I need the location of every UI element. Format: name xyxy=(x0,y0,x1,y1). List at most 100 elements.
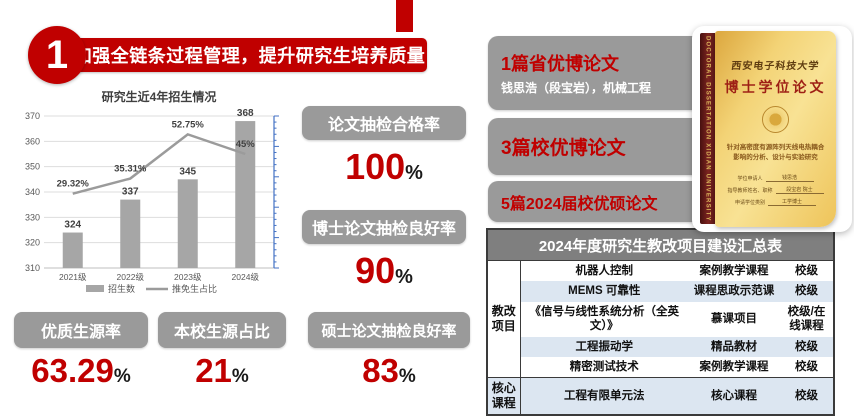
thesis-subject: 针对高密度有源阵列天线电热耦合影响的分析、设计与实验研究 xyxy=(726,144,825,162)
award-school-phd-thesis: 3篇校优博论文 xyxy=(488,118,713,175)
line-label: 45% xyxy=(236,139,256,150)
x-axis-tick-label: 2023级 xyxy=(174,272,202,282)
slide-title: 加强全链条过程管理，提升研究生培养质量 xyxy=(73,46,426,66)
thesis-pass-rate-label: 论文抽检合格率 xyxy=(302,106,466,140)
table-cell: 案例教学课程 xyxy=(699,265,769,277)
phd-good-rate-number: 90 xyxy=(355,250,396,291)
bar-label: 337 xyxy=(122,187,139,198)
bar-2024级 xyxy=(235,121,256,268)
phd-good-rate-unit: % xyxy=(395,266,413,288)
table-cell: 校级 xyxy=(780,281,833,302)
quality-source-number: 63.29 xyxy=(31,352,114,389)
enrollment-chart-svg: 研究生近4年招生情况 310 320 330 340 350 360 370 324 2021级 3… xyxy=(25,89,279,294)
bar-label: 368 xyxy=(237,108,254,119)
reform-projects-table-title: 2024年度研究生教改项目建设汇总表 xyxy=(488,230,833,261)
x-axis-tick-label: 2022级 xyxy=(117,272,145,282)
y-axis-tick-label: 340 xyxy=(25,187,40,197)
thesis-pass-rate-unit: % xyxy=(405,162,423,184)
reform-projects-table-body: 教改项目 机器人控制 案例教学课程 校级 MEMS 可靠性 课程思政示范课 校级 《信号与线性… xyxy=(488,261,833,415)
y-axis-tick-label: 350 xyxy=(25,162,40,172)
phd-good-rate-value: 90 % xyxy=(302,250,466,292)
award-title: 3篇校优博论文 xyxy=(501,138,626,159)
table-cell: 核心课程 xyxy=(688,377,780,415)
section-number: 1 xyxy=(45,32,69,77)
table-cell: 精密测试技术 xyxy=(569,360,639,373)
table-cell: 案例教学课程 xyxy=(699,360,769,373)
thesis-field-value: 工学博士 xyxy=(768,198,816,206)
thesis-pass-rate-value: 100 % xyxy=(302,146,466,188)
table-cell: 《信号与线性系统分析（全英文）》 xyxy=(529,305,680,333)
table-cell: 校级 xyxy=(780,377,833,415)
master-good-rate-label: 硕士论文抽检良好率 xyxy=(308,312,470,348)
thesis-field-row: 指导教师姓名、职称 段宝岩 院士 xyxy=(715,186,836,194)
table-cell: 机器人控制 xyxy=(575,265,634,277)
award-subtitle: 钱思浩（段宝岩），机械工程 xyxy=(501,81,652,95)
thesis-university-name: 西安电子科技大学 xyxy=(730,61,820,72)
table-group-label: 核心课程 xyxy=(488,377,521,415)
thesis-field-label: 申请学位类别 xyxy=(734,199,765,206)
award-provincial-phd-thesis: 1篇省优博论文 钱思浩（段宝岩），机械工程 xyxy=(488,36,713,110)
y-axis-tick-label: 370 xyxy=(25,111,40,121)
y-axis-tick-label: 330 xyxy=(25,212,40,222)
local-source-label: 本校生源占比 xyxy=(158,312,286,348)
award-title: 1篇省优博论文 xyxy=(501,54,620,74)
table-row: 《信号与线性系统分析（全英文）》 慕课项目 校级/在线课程 xyxy=(488,302,833,337)
thesis-pass-rate-label-text: 论文抽检合格率 xyxy=(327,117,440,134)
table-cell: 校级 xyxy=(780,336,833,357)
phd-good-rate-label: 博士论文抽检良好率 xyxy=(302,210,466,244)
table-row: MEMS 可靠性 课程思政示范课 校级 xyxy=(488,281,833,302)
thesis-field-label: 学位申请人 xyxy=(737,175,763,182)
quality-source-label: 优质生源率 xyxy=(14,312,148,348)
table-cell: 课程思政示范课 xyxy=(688,281,780,302)
reform-projects-table: 2024年度研究生教改项目建设汇总表 教改项目 机器人控制 案例教学课程 校级 MEMS… xyxy=(486,228,835,416)
table-cell: 校级 xyxy=(795,265,818,277)
table-cell: 工程振动学 xyxy=(520,336,688,357)
line-label: 29.32% xyxy=(57,179,90,190)
x-axis-tick-label: 2024级 xyxy=(232,272,260,282)
top-red-ribbon xyxy=(396,0,413,32)
bar-2023级 xyxy=(177,179,198,268)
local-source-label-text: 本校生源占比 xyxy=(173,324,270,341)
table-row: 精密测试技术 案例教学课程 校级 xyxy=(488,357,833,378)
thesis-field-row: 申请学位类别 工学博士 xyxy=(715,198,836,206)
section-number-badge: 1 xyxy=(28,26,86,84)
table-cell: 慕课项目 xyxy=(711,312,757,325)
master-good-rate-unit: % xyxy=(398,366,416,387)
local-source-unit: % xyxy=(231,366,249,387)
bar-label: 324 xyxy=(64,220,81,231)
thesis-field-value: 段宝岩 院士 xyxy=(775,186,824,194)
line-label: 52.75% xyxy=(172,119,205,130)
thesis-cover-spine: DOCTORAL DISSERTATION XIDIAN UNIVERSITY xyxy=(700,33,715,224)
thesis-field-value: 钱思浩 xyxy=(765,174,814,182)
chart-title: 研究生近4年招生情况 xyxy=(102,89,217,104)
slide-title-banner: 加强全链条过程管理，提升研究生培养质量 xyxy=(72,38,427,72)
phd-good-rate-label-text: 博士论文抽检良好率 xyxy=(311,221,456,238)
quality-source-unit: % xyxy=(113,366,131,387)
table-row: 教改项目 机器人控制 案例教学课程 校级 xyxy=(488,261,833,378)
thesis-field-label: 指导教师姓名、职称 xyxy=(727,187,773,194)
master-good-rate-label-text: 硕士论文抽检良好率 xyxy=(321,322,457,340)
university-emblem-icon xyxy=(762,106,789,133)
table-cell: 校级 xyxy=(795,360,818,373)
award-school-master-thesis: 5篇2024届校优硕论文 xyxy=(488,181,713,222)
table-row: 工程振动学 精品教材 校级 xyxy=(488,336,833,357)
quality-source-value: 63.29 % xyxy=(14,352,148,390)
table-group-label: 教改项目 xyxy=(488,261,521,378)
table-cell: 工程有限单元法 xyxy=(520,377,688,415)
legend-bar-label: 招生数 xyxy=(108,283,135,294)
line-label: 35.31% xyxy=(114,164,147,175)
enrollment-chart: 研究生近4年招生情况 310 320 330 340 350 360 370 324 2021级 3… xyxy=(8,86,292,310)
y-axis-tick-label: 320 xyxy=(25,238,40,248)
local-source-number: 21 xyxy=(195,352,232,389)
quality-source-label-text: 优质生源率 xyxy=(40,324,121,341)
table-cell: MEMS 可靠性 xyxy=(520,281,688,302)
legend-bar-swatch xyxy=(86,285,104,292)
master-good-rate-number: 83 xyxy=(362,352,399,389)
thesis-field-row: 学位申请人 钱思浩 xyxy=(715,174,836,182)
thesis-cover-title: 博士学位论文 xyxy=(724,79,827,95)
thesis-cover-card: DOCTORAL DISSERTATION XIDIAN UNIVERSITY … xyxy=(692,26,852,232)
thesis-pass-rate-number: 100 xyxy=(345,146,406,187)
thesis-cover-face: 西安电子科技大学 博士学位论文 针对高密度有源阵列天线电热耦合影响的分析、设计与… xyxy=(715,31,836,227)
y-axis-tick-label: 360 xyxy=(25,136,40,146)
